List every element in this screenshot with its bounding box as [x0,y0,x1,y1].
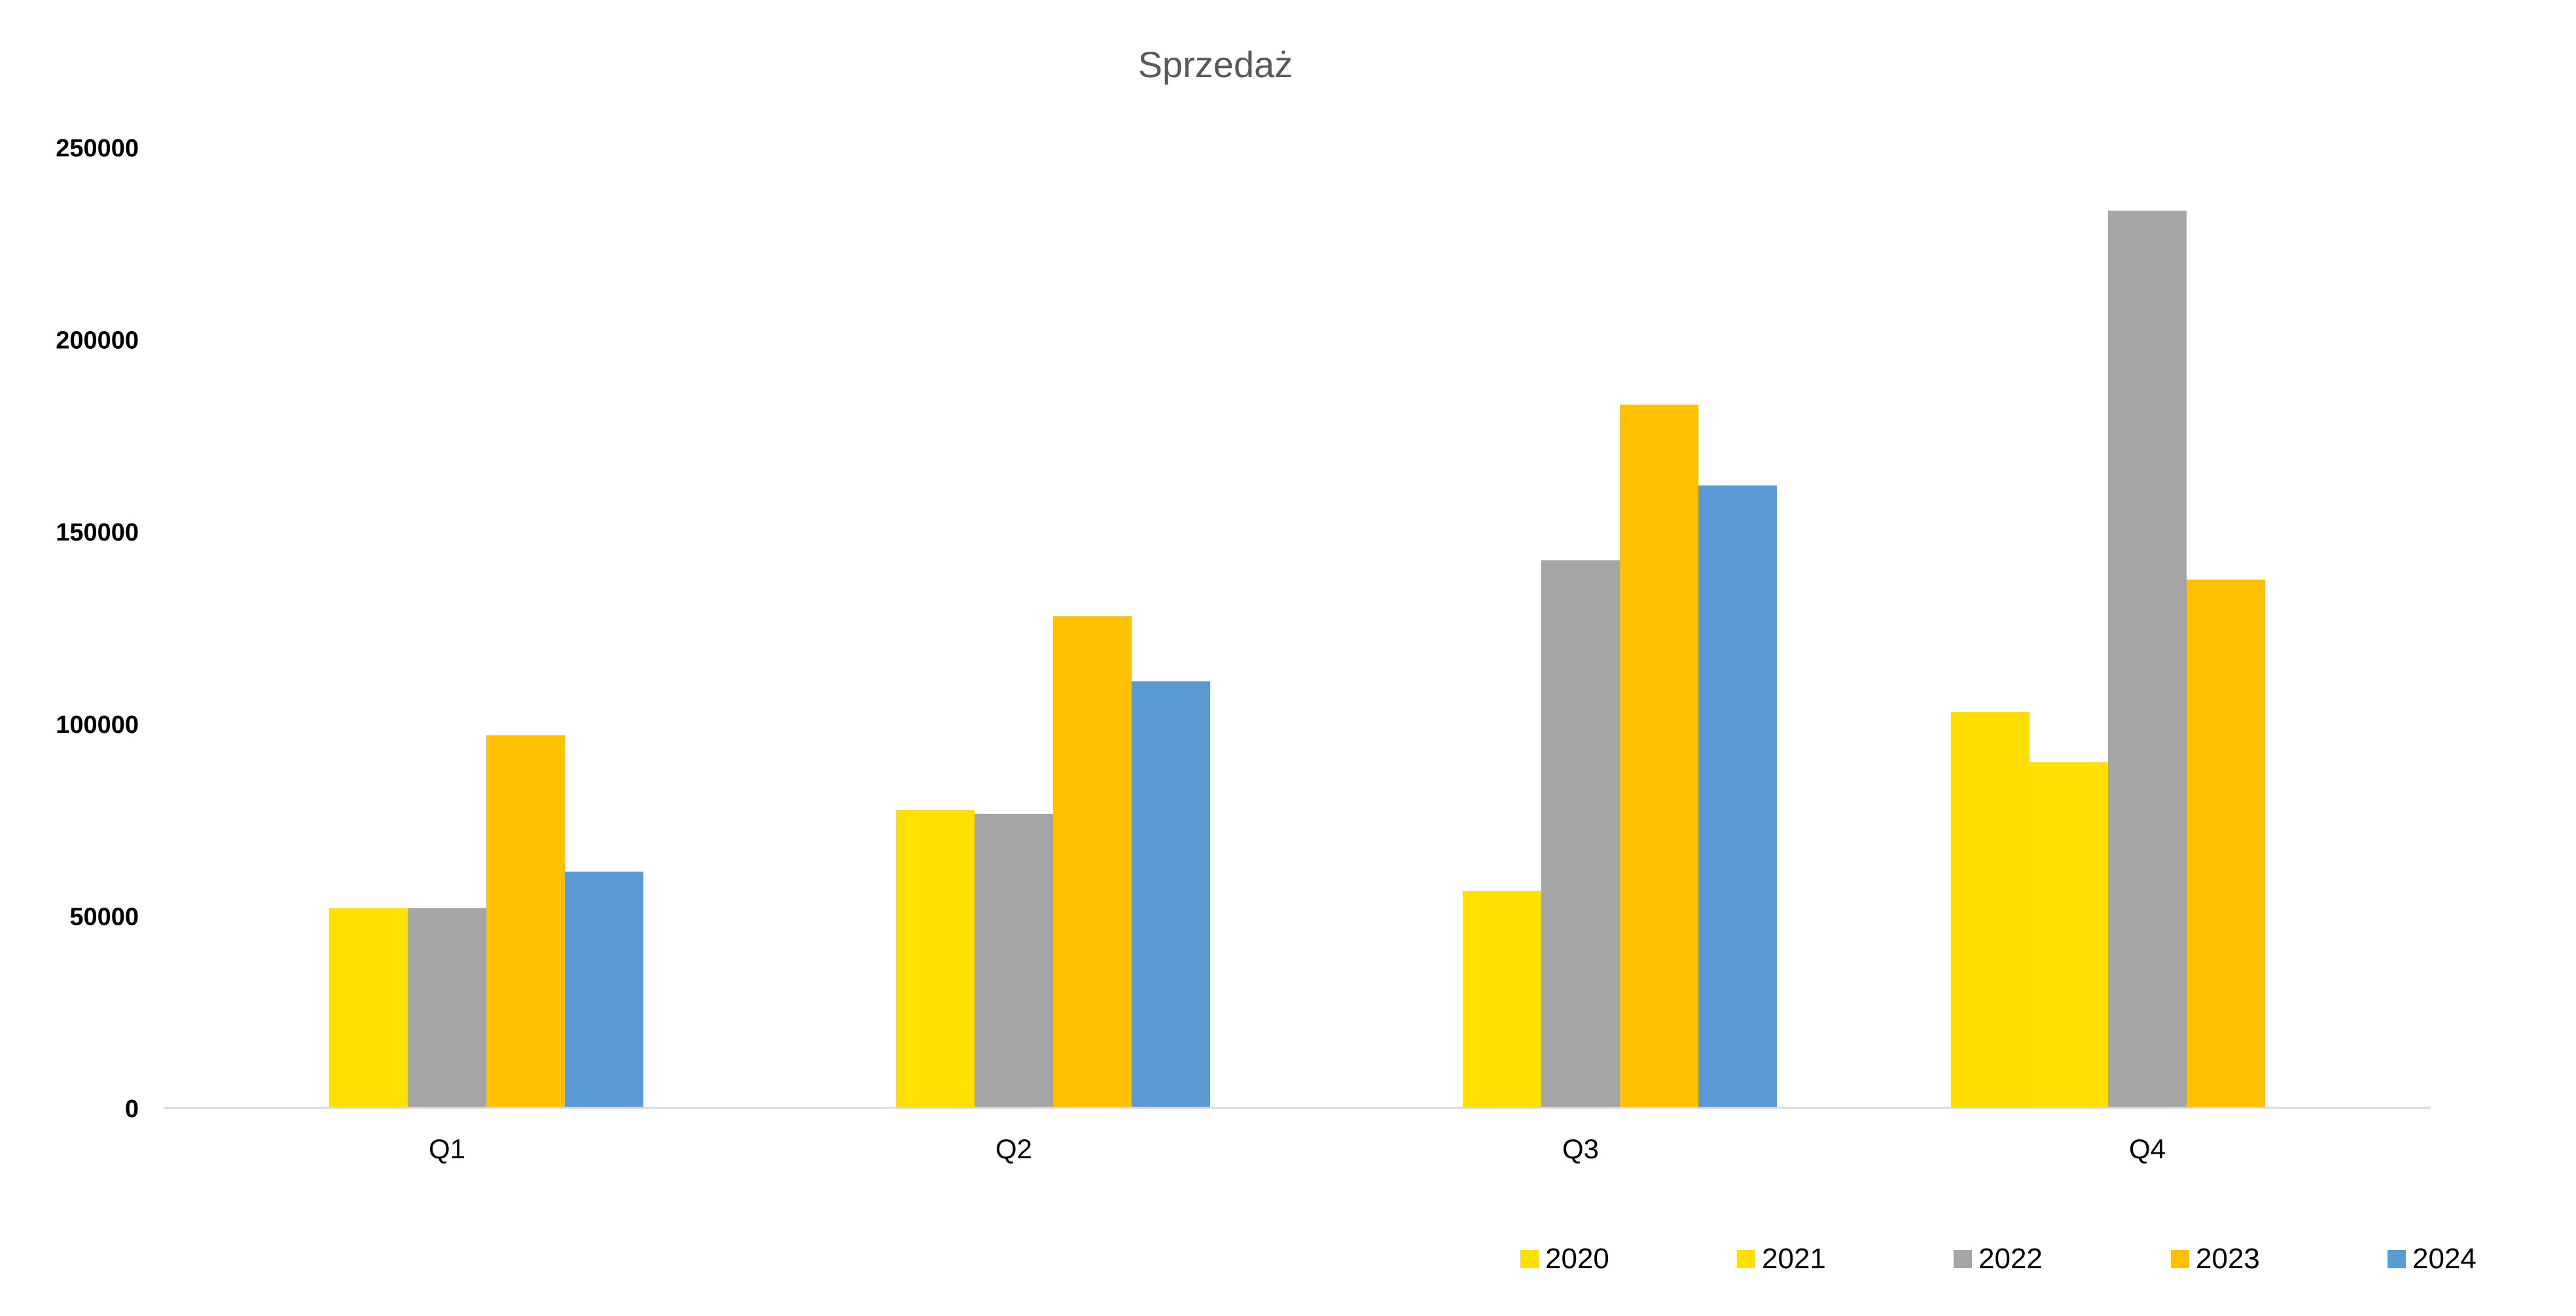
bar-q1-2023 [486,735,565,1108]
bars [329,210,2265,1109]
y-tick-label: 200000 [56,327,139,355]
bar-q1-2022 [408,908,486,1108]
legend-item-2021: 2021 [1737,1243,1826,1275]
bar-group-q1 [329,735,643,1108]
bar-q4-2022 [2108,210,2187,1109]
bar-q3-2022 [1541,560,1620,1108]
bar-q4-2023 [2187,579,2265,1108]
x-tick-label: Q3 [1562,1133,1599,1164]
bar-q4-2021 [2030,762,2108,1108]
bar-q4-2020 [1951,712,2030,1108]
legend-label: 2024 [2412,1243,2477,1275]
bar-group-q4 [1951,210,2265,1109]
chart-title: Sprzedaż [1138,44,1293,85]
legend-swatch [1737,1250,1755,1268]
bar-q1-2021 [329,908,408,1108]
legend: 2020 2021 2022 2023 2024 [1520,1243,2477,1275]
legend-label: 2020 [1545,1243,1609,1275]
bar-q3-2024 [1698,485,1777,1108]
x-tick-label: Q1 [429,1133,465,1164]
x-axis: Q1 Q2 Q3 Q4 [164,1107,2431,1164]
bar-group-q2 [896,616,1210,1108]
y-tick-label: 100000 [56,711,139,739]
y-axis: 0 50000 100000 150000 200000 250000 [56,135,139,1123]
legend-item-2023: 2023 [2171,1243,2260,1275]
legend-swatch [2388,1250,2406,1268]
legend-swatch [1520,1250,1539,1268]
bar-q1-2024 [565,871,643,1108]
bar-q3-2021 [1463,891,1541,1108]
y-tick-label: 50000 [69,903,139,931]
x-tick-label: Q2 [995,1133,1032,1164]
legend-item-2022: 2022 [1954,1243,2043,1275]
legend-label: 2023 [2196,1243,2260,1275]
x-tick-label: Q4 [2129,1133,2166,1164]
legend-label: 2022 [1978,1243,2043,1275]
legend-swatch [2171,1250,2189,1268]
bar-q2-2023 [1053,616,1132,1108]
y-tick-label: 250000 [56,135,139,162]
bar-q2-2022 [975,813,1053,1108]
legend-label: 2021 [1762,1243,1826,1275]
bar-q2-2021 [896,809,975,1108]
bar-q2-2024 [1132,681,1210,1108]
y-tick-label: 150000 [56,519,139,546]
y-tick-label: 0 [125,1095,139,1123]
bar-q3-2023 [1620,404,1698,1108]
legend-item-2024: 2024 [2388,1243,2477,1275]
bar-group-q3 [1463,404,1777,1108]
legend-swatch [1954,1250,1972,1268]
legend-item-2020: 2020 [1520,1243,1609,1275]
